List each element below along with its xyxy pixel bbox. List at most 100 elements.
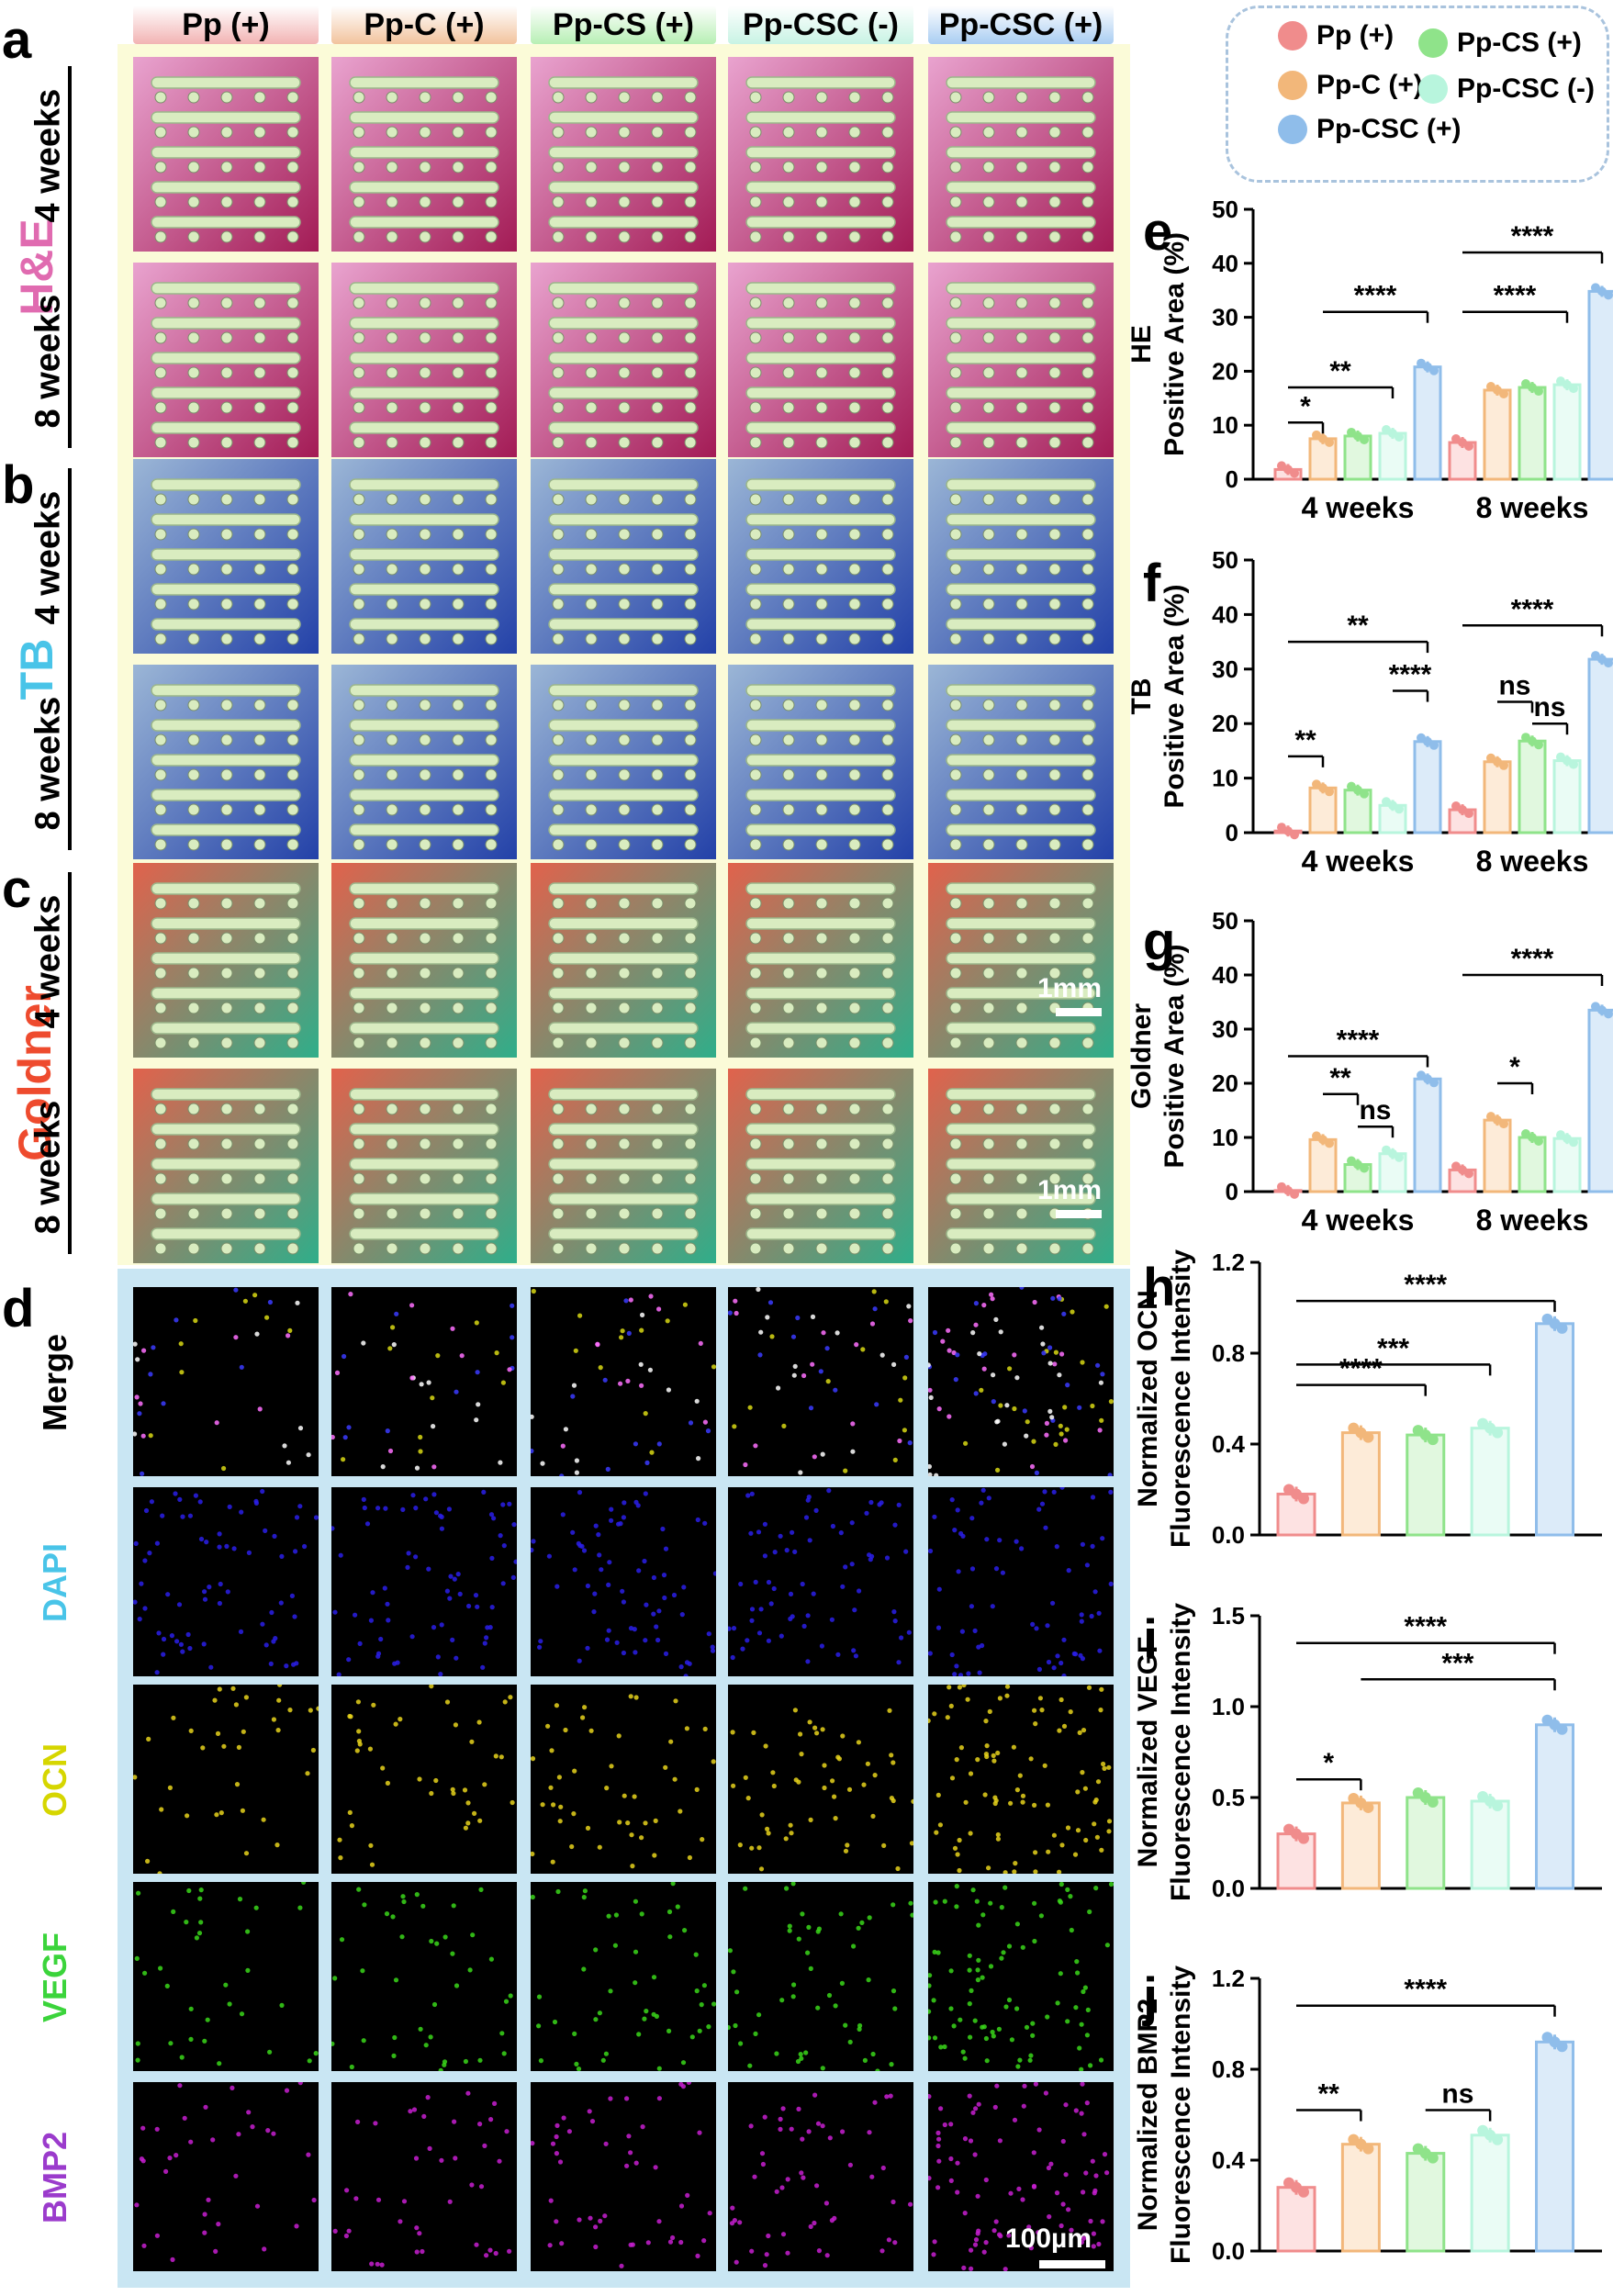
- y-tick-label: 30: [1212, 1015, 1238, 1043]
- data-point: [1283, 1185, 1293, 1195]
- fluorescence-image: [728, 1487, 913, 1676]
- bar: [1273, 467, 1303, 481]
- data-point: [1277, 1182, 1286, 1192]
- significance-label: *: [1509, 1052, 1520, 1082]
- data-point: [1493, 385, 1502, 395]
- bar: [1406, 2152, 1446, 2253]
- y-tick-label: 20: [1212, 357, 1238, 385]
- column-header: Pp-CS (+): [531, 6, 716, 44]
- data-point: [1360, 1163, 1369, 1173]
- data-point: [1499, 1119, 1508, 1129]
- panel-letter-d: d: [2, 1279, 35, 1338]
- y-tick-label: 0.0: [1212, 1875, 1245, 1902]
- time-label: 4 weeks: [28, 88, 68, 223]
- data-point: [1556, 1322, 1568, 1334]
- panel-letter-b: b: [2, 455, 35, 515]
- y-tick-label: 0.8: [1212, 2055, 1245, 2083]
- data-point: [1429, 1078, 1439, 1088]
- data-point: [1312, 1131, 1321, 1141]
- histology-image: [531, 665, 716, 859]
- data-point: [1597, 1005, 1607, 1015]
- data-point: [1423, 1074, 1432, 1084]
- data-point: [1451, 434, 1461, 444]
- histology-image: [531, 263, 716, 457]
- histology-image: [928, 57, 1114, 252]
- significance-label: ****: [1404, 1270, 1447, 1300]
- stain-divider: [68, 468, 72, 850]
- data-point: [1388, 429, 1397, 439]
- bar: [1518, 386, 1547, 481]
- data-point: [1291, 2181, 1302, 2193]
- x-tick-label: 4 weeks: [1302, 491, 1415, 524]
- data-point: [1464, 442, 1473, 452]
- data-point: [1486, 1112, 1495, 1122]
- histology-image: [531, 863, 716, 1058]
- y-axis-label: Positive Area (%): [1159, 585, 1190, 809]
- data-point: [1283, 465, 1293, 475]
- fluorescence-image: [531, 1287, 716, 1476]
- bar: [1340, 1431, 1381, 1537]
- histology-image: [133, 263, 319, 457]
- data-point: [1355, 2138, 1367, 2150]
- data-point: [1283, 826, 1293, 836]
- significance-label: ****: [1404, 1612, 1447, 1642]
- data-point: [1477, 1417, 1489, 1429]
- time-label: 8 weeks: [28, 1100, 68, 1235]
- fluorescence-image: [928, 1487, 1114, 1676]
- column-header: Pp-CSC (+): [928, 6, 1114, 44]
- y-tick-label: 10: [1212, 765, 1238, 792]
- data-point: [1486, 753, 1495, 763]
- data-point: [1347, 1156, 1356, 1166]
- y-tick-label: 30: [1212, 655, 1238, 683]
- data-point: [1492, 1427, 1504, 1439]
- legend-swatch: [1278, 71, 1307, 100]
- data-point: [1362, 1431, 1374, 1443]
- data-point: [1291, 1828, 1302, 1840]
- column-header: Pp-CSC (-): [728, 6, 913, 44]
- bar: [1378, 431, 1407, 481]
- significance-label: *: [1300, 391, 1311, 421]
- y-tick-label: 40: [1212, 600, 1238, 628]
- data-point: [1318, 433, 1327, 443]
- data-point: [1597, 655, 1607, 665]
- column-header: Pp-C (+): [331, 6, 517, 44]
- histology-image: [728, 1069, 913, 1263]
- data-point: [1353, 1159, 1362, 1170]
- y-tick-label: 0: [1226, 1178, 1238, 1205]
- data-point: [1382, 1145, 1391, 1155]
- legend-swatch: [1418, 28, 1448, 58]
- fluorescence-image: [928, 1287, 1114, 1476]
- significance-label: **: [1347, 610, 1369, 641]
- y-tick-label: 50: [1212, 907, 1238, 935]
- panel-letter-h: h: [1143, 1258, 1175, 1317]
- bar: [1276, 1492, 1316, 1537]
- legend-label: Pp-CS (+): [1457, 28, 1582, 58]
- y-tick-label: 1.0: [1212, 1693, 1245, 1720]
- bar: [1518, 1136, 1547, 1193]
- bar: [1308, 437, 1338, 481]
- legend-item-pp-csc-neg: Pp-CSC (-): [1418, 73, 1595, 105]
- data-point: [1362, 2143, 1374, 2155]
- significance-label: ***: [1377, 1333, 1409, 1363]
- data-point: [1419, 1429, 1431, 1441]
- histology-image: [928, 665, 1114, 859]
- data-point: [1556, 1130, 1565, 1140]
- data-point: [1353, 431, 1362, 441]
- data-point: [1382, 797, 1391, 807]
- data-point: [1451, 1161, 1461, 1171]
- time-label: 4 weeks: [28, 490, 68, 625]
- fluorescence-image: [531, 1882, 716, 2071]
- panel-letter-a: a: [2, 10, 32, 70]
- bar: [1587, 289, 1613, 481]
- data-point: [1597, 286, 1607, 297]
- histology-image: [728, 863, 913, 1058]
- fluorescence-image: [928, 1685, 1114, 1874]
- data-point: [1477, 2124, 1489, 2136]
- y-axis-label: Normalized VEGF: [1133, 1637, 1163, 1868]
- bar: [1340, 1801, 1381, 1890]
- data-point: [1298, 1832, 1309, 1844]
- time-label: 8 weeks: [28, 294, 68, 429]
- histology-image: [728, 459, 913, 654]
- data-point: [1325, 437, 1334, 447]
- histology-image: [728, 665, 913, 859]
